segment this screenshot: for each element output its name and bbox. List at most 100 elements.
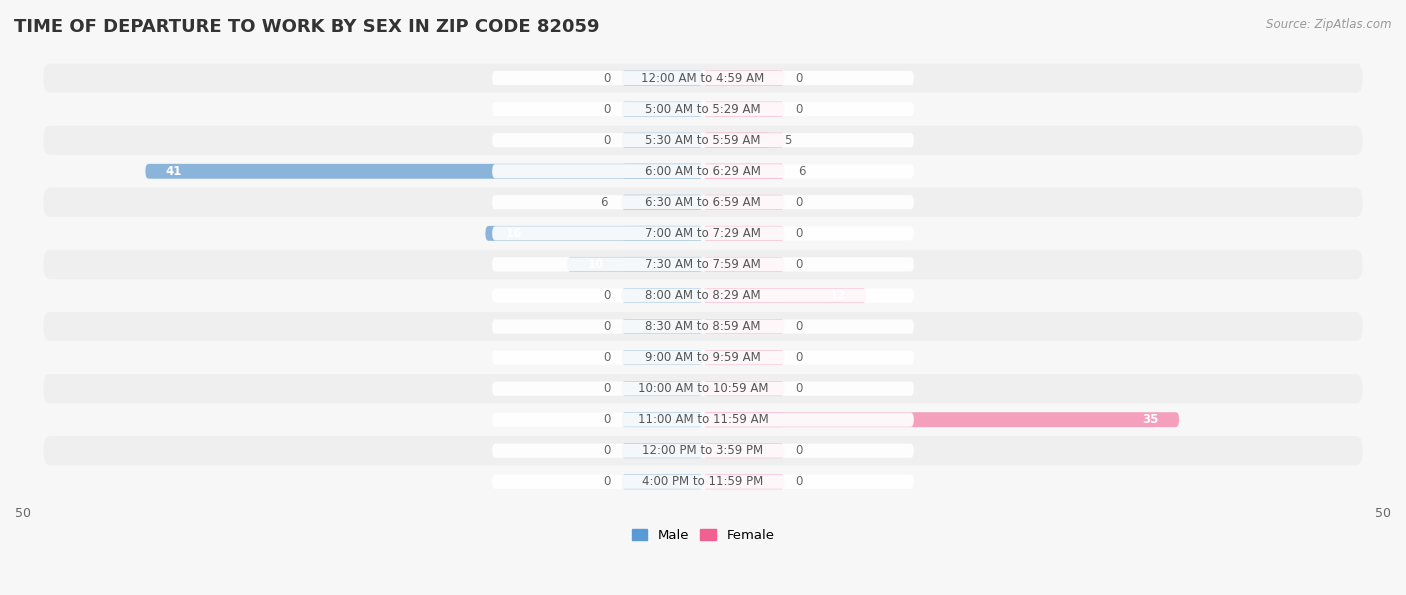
Text: 0: 0 [603, 103, 610, 115]
Text: 5:00 AM to 5:29 AM: 5:00 AM to 5:29 AM [645, 103, 761, 115]
FancyBboxPatch shape [621, 195, 703, 210]
Text: 4:00 PM to 11:59 PM: 4:00 PM to 11:59 PM [643, 475, 763, 488]
FancyBboxPatch shape [703, 319, 785, 334]
FancyBboxPatch shape [567, 257, 703, 272]
FancyBboxPatch shape [621, 474, 703, 489]
Text: 0: 0 [603, 351, 610, 364]
FancyBboxPatch shape [703, 195, 785, 210]
Text: 6:00 AM to 6:29 AM: 6:00 AM to 6:29 AM [645, 165, 761, 178]
FancyBboxPatch shape [703, 133, 785, 148]
Text: 8:30 AM to 8:59 AM: 8:30 AM to 8:59 AM [645, 320, 761, 333]
Text: Source: ZipAtlas.com: Source: ZipAtlas.com [1267, 18, 1392, 31]
FancyBboxPatch shape [485, 226, 703, 241]
Text: 0: 0 [796, 71, 803, 84]
FancyBboxPatch shape [621, 226, 703, 241]
FancyBboxPatch shape [44, 467, 1362, 496]
Text: 0: 0 [796, 475, 803, 488]
FancyBboxPatch shape [621, 102, 703, 117]
FancyBboxPatch shape [703, 133, 770, 148]
FancyBboxPatch shape [703, 226, 785, 241]
FancyBboxPatch shape [621, 195, 703, 210]
Text: 6: 6 [600, 196, 607, 209]
FancyBboxPatch shape [621, 319, 703, 334]
FancyBboxPatch shape [44, 312, 1362, 341]
FancyBboxPatch shape [492, 475, 914, 489]
Text: 12:00 PM to 3:59 PM: 12:00 PM to 3:59 PM [643, 444, 763, 457]
FancyBboxPatch shape [703, 381, 785, 396]
Text: 11:00 AM to 11:59 AM: 11:00 AM to 11:59 AM [638, 413, 768, 426]
FancyBboxPatch shape [492, 258, 914, 271]
FancyBboxPatch shape [44, 219, 1362, 248]
FancyBboxPatch shape [703, 288, 866, 303]
Text: 0: 0 [603, 289, 610, 302]
Text: 0: 0 [603, 320, 610, 333]
Text: 0: 0 [603, 475, 610, 488]
FancyBboxPatch shape [703, 350, 785, 365]
FancyBboxPatch shape [703, 288, 785, 303]
FancyBboxPatch shape [492, 195, 914, 209]
FancyBboxPatch shape [703, 102, 785, 117]
FancyBboxPatch shape [621, 412, 703, 427]
FancyBboxPatch shape [492, 164, 914, 178]
FancyBboxPatch shape [703, 412, 785, 427]
Text: 10:00 AM to 10:59 AM: 10:00 AM to 10:59 AM [638, 382, 768, 395]
Text: 5: 5 [785, 134, 792, 147]
Text: 41: 41 [166, 165, 183, 178]
Text: 0: 0 [796, 320, 803, 333]
Text: 10: 10 [588, 258, 603, 271]
FancyBboxPatch shape [703, 164, 785, 178]
Text: 0: 0 [603, 71, 610, 84]
Text: 0: 0 [603, 413, 610, 426]
Text: 0: 0 [796, 227, 803, 240]
FancyBboxPatch shape [44, 64, 1362, 93]
FancyBboxPatch shape [44, 126, 1362, 155]
FancyBboxPatch shape [44, 405, 1362, 434]
FancyBboxPatch shape [492, 226, 914, 240]
FancyBboxPatch shape [703, 412, 1180, 427]
Text: 16: 16 [506, 227, 522, 240]
FancyBboxPatch shape [44, 188, 1362, 217]
FancyBboxPatch shape [492, 444, 914, 458]
FancyBboxPatch shape [44, 343, 1362, 372]
FancyBboxPatch shape [492, 350, 914, 365]
Text: 9:00 AM to 9:59 AM: 9:00 AM to 9:59 AM [645, 351, 761, 364]
Text: 0: 0 [603, 444, 610, 457]
FancyBboxPatch shape [621, 288, 703, 303]
Text: 6: 6 [799, 165, 806, 178]
FancyBboxPatch shape [703, 164, 785, 178]
FancyBboxPatch shape [492, 412, 914, 427]
Text: 0: 0 [796, 351, 803, 364]
FancyBboxPatch shape [621, 381, 703, 396]
FancyBboxPatch shape [44, 374, 1362, 403]
FancyBboxPatch shape [492, 289, 914, 302]
Text: 7:30 AM to 7:59 AM: 7:30 AM to 7:59 AM [645, 258, 761, 271]
Text: 35: 35 [1142, 413, 1159, 426]
FancyBboxPatch shape [44, 281, 1362, 310]
Text: 0: 0 [796, 196, 803, 209]
FancyBboxPatch shape [44, 250, 1362, 279]
FancyBboxPatch shape [621, 133, 703, 148]
Text: 6:30 AM to 6:59 AM: 6:30 AM to 6:59 AM [645, 196, 761, 209]
FancyBboxPatch shape [621, 71, 703, 86]
Text: TIME OF DEPARTURE TO WORK BY SEX IN ZIP CODE 82059: TIME OF DEPARTURE TO WORK BY SEX IN ZIP … [14, 18, 599, 36]
FancyBboxPatch shape [621, 443, 703, 458]
FancyBboxPatch shape [492, 71, 914, 85]
FancyBboxPatch shape [492, 102, 914, 116]
Text: 12:00 AM to 4:59 AM: 12:00 AM to 4:59 AM [641, 71, 765, 84]
Text: 0: 0 [796, 444, 803, 457]
FancyBboxPatch shape [44, 95, 1362, 124]
FancyBboxPatch shape [621, 257, 703, 272]
FancyBboxPatch shape [44, 156, 1362, 186]
FancyBboxPatch shape [621, 350, 703, 365]
Legend: Male, Female: Male, Female [626, 524, 780, 547]
Text: 0: 0 [796, 258, 803, 271]
FancyBboxPatch shape [703, 474, 785, 489]
Text: 7:00 AM to 7:29 AM: 7:00 AM to 7:29 AM [645, 227, 761, 240]
Text: 0: 0 [603, 382, 610, 395]
FancyBboxPatch shape [703, 257, 785, 272]
Text: 12: 12 [830, 289, 846, 302]
FancyBboxPatch shape [703, 71, 785, 86]
FancyBboxPatch shape [492, 381, 914, 396]
Text: 5:30 AM to 5:59 AM: 5:30 AM to 5:59 AM [645, 134, 761, 147]
FancyBboxPatch shape [703, 443, 785, 458]
